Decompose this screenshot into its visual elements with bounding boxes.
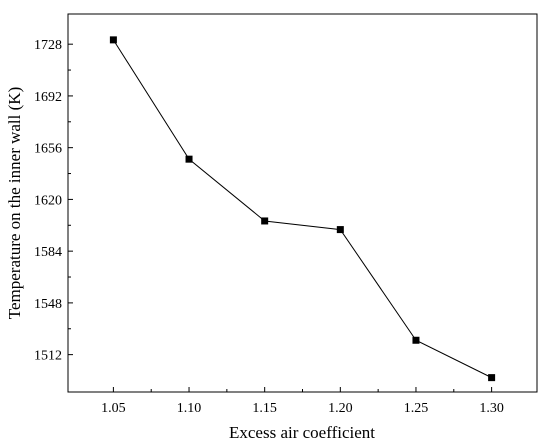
x-axis-label: Excess air coefficient: [229, 423, 375, 442]
y-tick-label: 1656: [34, 142, 62, 157]
y-axis-label: Temperature on the inner wall (K): [5, 87, 24, 319]
x-tick-label: 1.25: [404, 401, 429, 416]
data-point: [336, 226, 344, 234]
series-line: [112, 39, 492, 379]
y-tick-label: 1692: [34, 90, 62, 105]
x-tick-label: 1.20: [328, 401, 353, 416]
y-tick-label: 1620: [34, 193, 62, 208]
x-tick-label: 1.30: [479, 401, 504, 416]
x-tick-label: 1.10: [177, 401, 202, 416]
y-tick-label: 1548: [34, 297, 62, 312]
data-point: [109, 36, 117, 44]
series-group: [109, 36, 496, 382]
y-tick-label: 1584: [34, 245, 62, 260]
data-point: [412, 336, 420, 344]
y-tick-label: 1728: [34, 38, 62, 53]
data-point: [185, 155, 193, 163]
axis-ticks: [68, 43, 493, 392]
data-point: [261, 217, 269, 225]
tick-labels: 1.05 1.10 1.15 1.20 1.25 1.30 1512 1548 1584 1620…: [34, 38, 504, 416]
x-tick-label: 1.15: [252, 401, 277, 416]
plot-frame: [67, 13, 538, 393]
x-tick-label: 1.05: [101, 401, 126, 416]
y-tick-label: 1512: [34, 349, 62, 364]
data-point: [488, 374, 496, 382]
